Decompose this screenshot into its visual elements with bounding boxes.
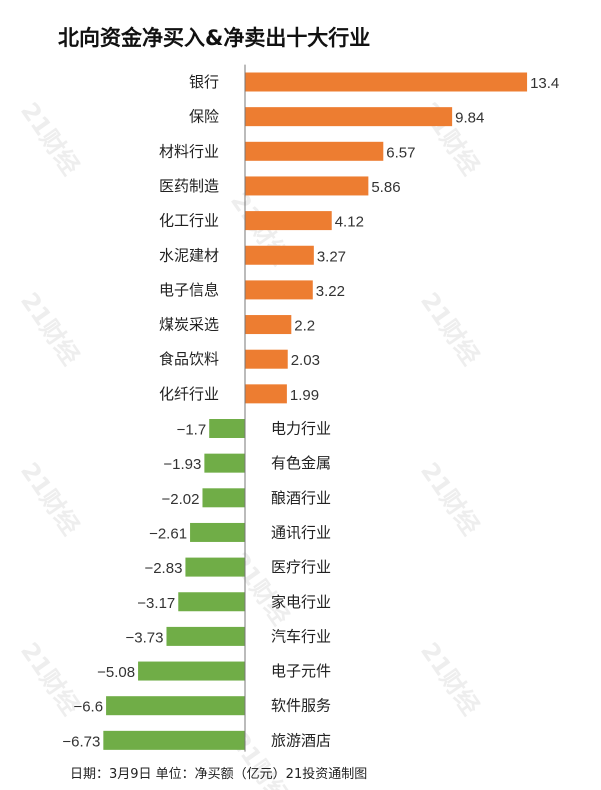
value-label: −3.73 bbox=[126, 629, 164, 646]
category-label: 医药制造 bbox=[159, 177, 219, 195]
category-label: 材料行业 bbox=[159, 142, 219, 160]
category-label: 煤炭采选 bbox=[159, 316, 219, 334]
bar bbox=[204, 453, 245, 473]
category-label: 医疗行业 bbox=[271, 558, 331, 576]
bar bbox=[185, 557, 245, 577]
category-label: 软件服务 bbox=[271, 697, 331, 715]
category-label: 家电行业 bbox=[271, 593, 331, 611]
bar bbox=[245, 141, 384, 161]
bar bbox=[245, 349, 288, 369]
category-label: 化工行业 bbox=[159, 212, 219, 230]
watermark: 21财经 bbox=[15, 287, 85, 370]
bar bbox=[209, 419, 245, 438]
value-label: 9.84 bbox=[455, 110, 484, 127]
watermark: 21财经 bbox=[415, 637, 485, 720]
category-label: 汽车行业 bbox=[271, 627, 331, 645]
chart-footer: 日期：3月9日 单位：净买额（亿元）21投资通制图 bbox=[70, 767, 368, 782]
value-label: −2.83 bbox=[144, 560, 182, 577]
value-label: 3.22 bbox=[316, 283, 345, 300]
category-label: 化纤行业 bbox=[159, 385, 219, 403]
category-label: 有色金属 bbox=[271, 454, 331, 472]
category-label: 水泥建材 bbox=[159, 246, 219, 264]
category-label: 电子元件 bbox=[271, 662, 331, 680]
category-label: 电力行业 bbox=[271, 420, 331, 438]
bar bbox=[178, 592, 245, 612]
value-label: 13.4 bbox=[530, 75, 559, 92]
chart-title: 北向资金净买入&净卖出十大行业 bbox=[58, 26, 371, 50]
value-label: 4.12 bbox=[335, 214, 364, 231]
watermark: 21财经 bbox=[415, 457, 485, 540]
value-label: −1.93 bbox=[163, 456, 201, 473]
watermark: 21财经 bbox=[415, 287, 485, 370]
bar bbox=[245, 176, 369, 196]
value-label: −5.08 bbox=[97, 664, 135, 681]
category-label: 旅游酒店 bbox=[271, 731, 331, 749]
bar bbox=[190, 522, 245, 542]
category-label: 酿酒行业 bbox=[271, 489, 331, 507]
category-label: 电子信息 bbox=[159, 281, 219, 299]
bar bbox=[138, 661, 245, 681]
category-label: 食品饮料 bbox=[159, 350, 219, 368]
value-label: 3.27 bbox=[317, 248, 346, 265]
value-label: −2.02 bbox=[162, 491, 200, 508]
value-label: −6.73 bbox=[62, 733, 100, 750]
category-label: 通讯行业 bbox=[271, 523, 331, 541]
bar bbox=[245, 315, 292, 335]
value-label: −1.7 bbox=[177, 422, 207, 439]
watermark: 21财经 bbox=[15, 97, 85, 180]
bar bbox=[245, 245, 314, 265]
value-label: −6.6 bbox=[73, 699, 103, 716]
value-label: 5.86 bbox=[371, 179, 400, 196]
bar bbox=[245, 72, 528, 92]
bar bbox=[106, 696, 245, 716]
value-label: 6.57 bbox=[386, 144, 415, 161]
bar bbox=[245, 107, 453, 127]
value-label: 2.2 bbox=[294, 318, 315, 335]
value-label: −2.61 bbox=[149, 525, 187, 542]
watermark: 21财经 bbox=[15, 457, 85, 540]
value-label: 1.99 bbox=[290, 387, 319, 404]
bar bbox=[245, 384, 287, 404]
value-label: 2.03 bbox=[291, 352, 320, 369]
category-label: 银行 bbox=[189, 73, 219, 91]
bar bbox=[202, 488, 245, 508]
category-label: 保险 bbox=[189, 108, 219, 126]
bar bbox=[245, 280, 313, 300]
bar bbox=[166, 626, 245, 646]
bar bbox=[103, 730, 245, 750]
bar bbox=[245, 211, 332, 231]
value-label: −3.17 bbox=[137, 595, 175, 612]
